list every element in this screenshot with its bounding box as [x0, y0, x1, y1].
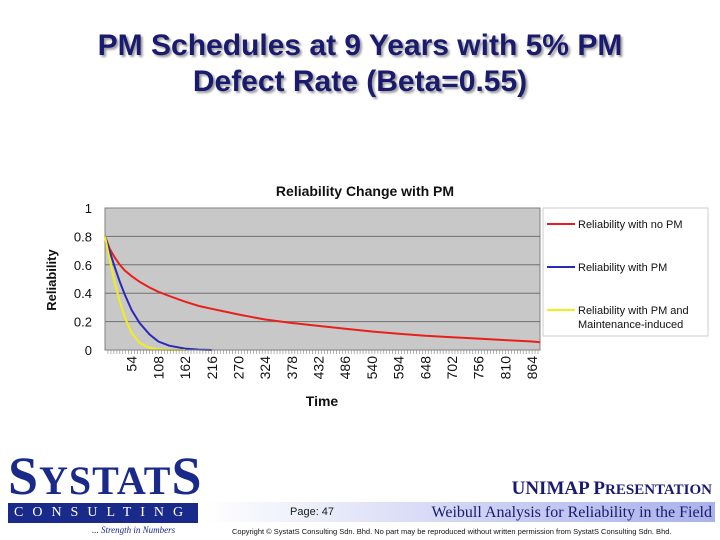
x-tick-label: 864	[524, 356, 540, 380]
y-tick-label: 0	[85, 343, 92, 358]
x-tick-label: 594	[391, 356, 407, 380]
y-tick-label: 0.2	[74, 315, 92, 330]
legend-label-line: Reliability with PM and	[578, 305, 689, 317]
slide-title: PM Schedules at 9 Years with 5% PM Defec…	[40, 28, 680, 100]
series-line-1	[104, 236, 212, 351]
legend-box	[542, 207, 709, 337]
y-axis-label: Reliability	[44, 249, 59, 311]
x-tick-label: 432	[311, 356, 327, 380]
gridlines	[105, 235, 540, 323]
legend-label: Reliability with no PM	[578, 219, 683, 231]
footer-subtitle: Weibull Analysis for Reliability in the …	[431, 504, 712, 521]
presentation-label-small: RESENTATION	[605, 482, 712, 498]
x-axis-label: Time	[306, 393, 339, 409]
y-tick-label: 0.6	[74, 258, 92, 273]
slide-title-line2: Defect Rate (Beta=0.55)	[192, 65, 528, 98]
page-number: Page: 47	[290, 506, 335, 518]
series-line-0	[104, 236, 541, 344]
x-tick-label: 54	[124, 356, 140, 372]
x-tick-label: 540	[364, 356, 380, 380]
x-tick-label: 270	[230, 356, 246, 380]
presentation-label: UNIMAP PRESENTATION	[512, 478, 712, 500]
x-tick-label: 378	[284, 356, 300, 380]
plot-area	[104, 207, 541, 351]
logo-tagline: ... Strength in Numbers	[92, 525, 176, 535]
logo-letter-s-end: S	[171, 446, 203, 506]
footer-bar	[205, 502, 715, 522]
x-tick-labels: 54 108 162 216 270 324 378 432 486 540 594 648 702 75…	[105, 349, 540, 380]
legend: Reliability with no PM Reliability with P…	[547, 219, 689, 331]
slide-title-line1: PM Schedules at 9 Years with 5% PM	[97, 29, 623, 62]
x-tick-label: 216	[204, 356, 220, 380]
logo-middle: YSTAT	[39, 458, 172, 503]
x-tick-label: 756	[471, 356, 487, 380]
x-tick-label: 648	[417, 356, 433, 380]
y-tick-label: 0.4	[74, 286, 92, 301]
x-tick-label: 162	[177, 356, 193, 380]
legend-label: Reliability with PM	[578, 262, 667, 274]
legend-label: Reliability with PM and Maintenance-induc…	[578, 305, 689, 331]
copyright-notice: Copyright © SystatS Consulting Sdn. Bhd.…	[232, 527, 672, 536]
y-tick-label: 0.8	[74, 229, 92, 244]
x-tick-label: 486	[337, 356, 353, 380]
y-tick-label: 1	[85, 201, 92, 216]
y-tick-labels: 0 0.2 0.4 0.6 0.8 1	[74, 201, 92, 358]
systats-logo: SYSTATS	[8, 448, 203, 509]
presentation-label-main: UNIMAP P	[511, 478, 606, 499]
x-tick-label: 810	[497, 356, 513, 380]
logo-letter-s: S	[8, 446, 40, 506]
x-tick-label: 702	[444, 356, 460, 380]
logo-consulting: CONSULTING	[14, 505, 193, 520]
legend-label-line: Maintenance-induced	[578, 319, 683, 331]
x-tick-label: 324	[257, 356, 273, 380]
x-tick-label: 108	[150, 356, 166, 380]
chart-title: Reliability Change with PM	[276, 183, 454, 199]
logo-bar	[8, 503, 198, 523]
